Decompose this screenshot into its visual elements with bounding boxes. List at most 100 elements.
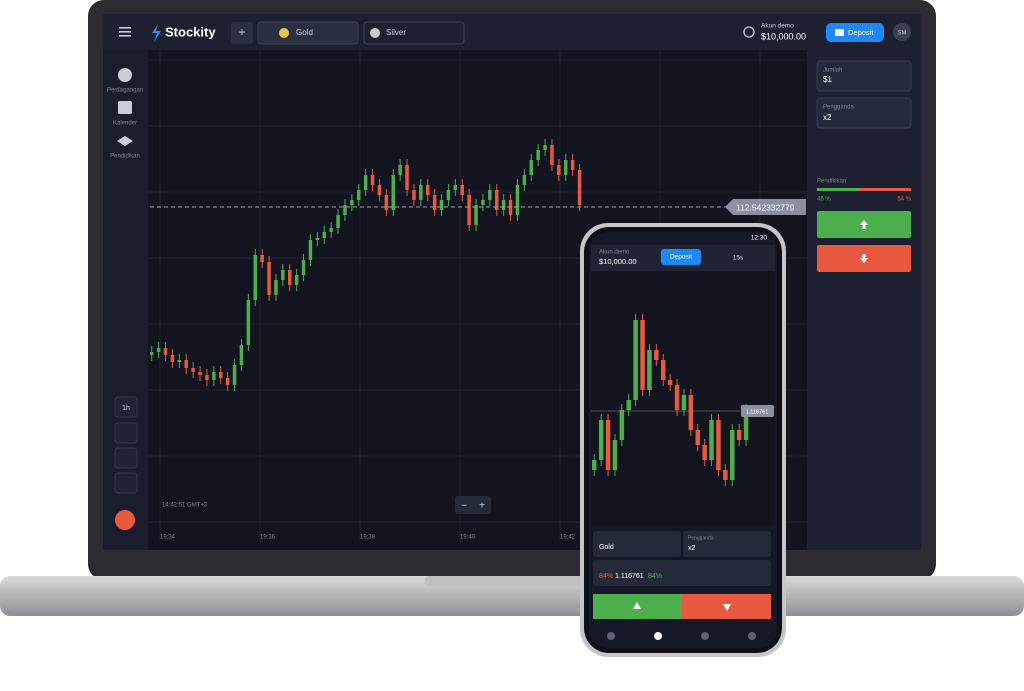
candle: [308, 240, 313, 260]
candle: [336, 215, 340, 228]
candle: [633, 320, 638, 400]
sentiment-up-bar: [817, 188, 860, 191]
candle: [619, 410, 625, 440]
deposit-button[interactable]: [826, 23, 884, 42]
candle: [412, 190, 416, 200]
candle: [322, 232, 326, 238]
icon[interactable]: [118, 68, 132, 82]
candle: [626, 400, 631, 410]
period[interactable]: 15s: [733, 255, 744, 262]
candle: [605, 420, 611, 470]
payout-price: 1.116761: [615, 573, 644, 580]
candle: [225, 378, 230, 385]
candle: [654, 350, 659, 360]
sentiment-label: Pendikikan: [817, 179, 846, 185]
asset-field[interactable]: [593, 531, 681, 557]
candle: [695, 430, 700, 445]
payout-right: 84%: [648, 573, 662, 580]
candle: [577, 170, 582, 205]
multiplier-field[interactable]: [816, 97, 912, 129]
candle: [391, 175, 395, 210]
amount: $1: [823, 75, 832, 84]
tool[interactable]: [114, 447, 138, 469]
candle: [536, 150, 540, 160]
chat-button[interactable]: [115, 510, 135, 530]
candle: [260, 255, 264, 262]
candle: [426, 185, 430, 195]
add-tab[interactable]: [231, 22, 253, 44]
icon[interactable]: [117, 136, 133, 146]
sentiment-down: 54 %: [897, 197, 911, 203]
candle: [481, 200, 485, 205]
candle: [184, 360, 188, 368]
sidebar-label: Kalender: [113, 121, 137, 127]
candle: [543, 145, 547, 150]
candle: [467, 195, 471, 225]
svg-text:+: +: [238, 25, 245, 39]
candle: [730, 430, 735, 480]
candle: [156, 348, 161, 352]
candle: [495, 190, 499, 210]
candle: [191, 368, 195, 372]
deposit-button[interactable]: [661, 249, 701, 265]
balance[interactable]: $10,000.00: [599, 257, 637, 266]
candle: [198, 372, 202, 375]
candle: [232, 365, 237, 385]
field-label: Pengganda: [688, 535, 714, 541]
x-tick-label: 19:42: [560, 535, 576, 541]
candle: [177, 360, 182, 362]
price-tag: [741, 405, 774, 417]
candle: [557, 165, 561, 175]
avatar[interactable]: [893, 23, 911, 41]
payout-left: 84%: [599, 573, 613, 580]
candle: [598, 420, 604, 460]
tab[interactable]: [257, 21, 359, 45]
tab-label: Silver: [386, 28, 406, 37]
account-label: Akun demo: [599, 250, 630, 256]
candle: [501, 200, 506, 210]
tool[interactable]: [114, 472, 138, 494]
current-price: 112.542332779: [736, 202, 795, 212]
candle: [370, 175, 375, 185]
sidebar-label: Perdagangan: [107, 88, 143, 94]
candle: [529, 160, 533, 175]
tool[interactable]: [114, 422, 138, 444]
x-tick-label: 19:34: [160, 535, 176, 541]
candle: [702, 445, 707, 460]
zoom-control[interactable]: [455, 496, 491, 514]
candle: [743, 410, 749, 440]
candle: [647, 350, 652, 390]
candle: [377, 185, 382, 195]
candle: [723, 470, 728, 480]
icon[interactable]: [118, 101, 132, 114]
asset: Gold: [599, 544, 614, 551]
candle: [329, 228, 333, 232]
amount-field[interactable]: [816, 60, 912, 92]
candle: [398, 165, 402, 175]
deposit-label: Deposit: [670, 254, 692, 261]
multiplier-field[interactable]: [683, 531, 771, 557]
tab-label: Gold: [296, 28, 313, 37]
sentiment-up: 46 %: [817, 197, 831, 203]
candle: [592, 460, 597, 470]
tab[interactable]: [363, 21, 465, 45]
candle: [384, 195, 389, 210]
candle: [570, 160, 575, 170]
multiplier: x2: [688, 545, 696, 552]
candle: [612, 440, 618, 470]
candle: [419, 185, 423, 200]
candle: [564, 160, 568, 175]
candle: [274, 280, 278, 295]
svg-text:−: −: [461, 501, 467, 512]
bottom-nav: [607, 632, 756, 640]
candle: [350, 200, 354, 205]
sentiment-down-bar: [860, 188, 911, 191]
candle: [253, 255, 257, 300]
sidebar-label: Pendidikan: [110, 154, 140, 160]
avatar-label: SM: [898, 31, 907, 37]
tool[interactable]: [114, 396, 138, 418]
balance[interactable]: $10,000.00: [761, 31, 806, 41]
candle: [488, 190, 492, 200]
menu-icon[interactable]: [119, 27, 131, 37]
logo-icon: [152, 24, 161, 42]
